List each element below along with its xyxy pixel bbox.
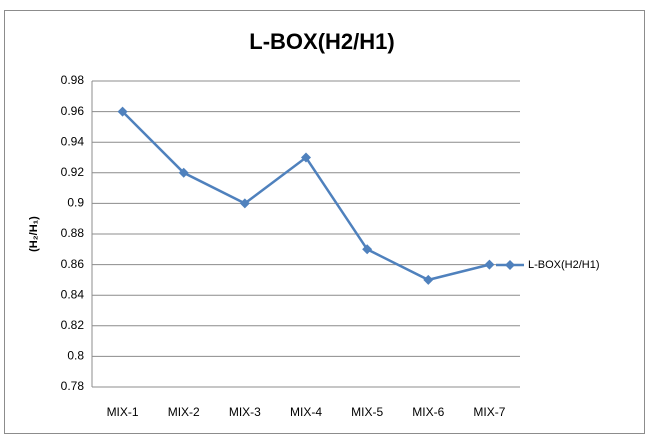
point-marker [362, 244, 373, 255]
legend-label: L-BOX(H2/H1) [528, 259, 600, 271]
y-tick-label: 0.98 [61, 73, 85, 87]
chart-title: L-BOX(H2/H1) [249, 29, 394, 54]
x-tick-label: MIX-5 [351, 405, 383, 419]
y-tick-label: 0.94 [61, 134, 85, 148]
x-tick-label: MIX-1 [107, 405, 139, 419]
y-tick-label: 0.84 [61, 287, 85, 301]
point-marker [484, 259, 495, 270]
x-tick-label: MIX-4 [290, 405, 322, 419]
point-marker [178, 167, 189, 178]
x-tick-label: MIX-2 [168, 405, 200, 419]
y-tick-label: 0.92 [61, 165, 85, 179]
point-marker [239, 198, 250, 209]
x-tick-label: MIX-6 [412, 405, 444, 419]
y-tick-label: 0.88 [61, 226, 85, 240]
y-tick-label: 0.78 [61, 379, 85, 393]
point-marker [423, 274, 434, 285]
x-tick-label: MIX-3 [229, 405, 261, 419]
legend-marker [505, 260, 515, 270]
y-tick-label: 0.82 [61, 318, 85, 332]
point-marker [117, 106, 128, 117]
chart-frame [4, 10, 645, 434]
y-tick-label: 0.86 [61, 257, 85, 271]
y-axis-label: (H₂/H₁) [28, 216, 40, 252]
point-marker [301, 152, 311, 163]
y-tick-label: 0.96 [61, 104, 85, 118]
x-tick-label: MIX-7 [473, 405, 505, 419]
y-tick-label: 0.9 [67, 196, 84, 210]
y-tick-label: 0.8 [67, 349, 84, 363]
